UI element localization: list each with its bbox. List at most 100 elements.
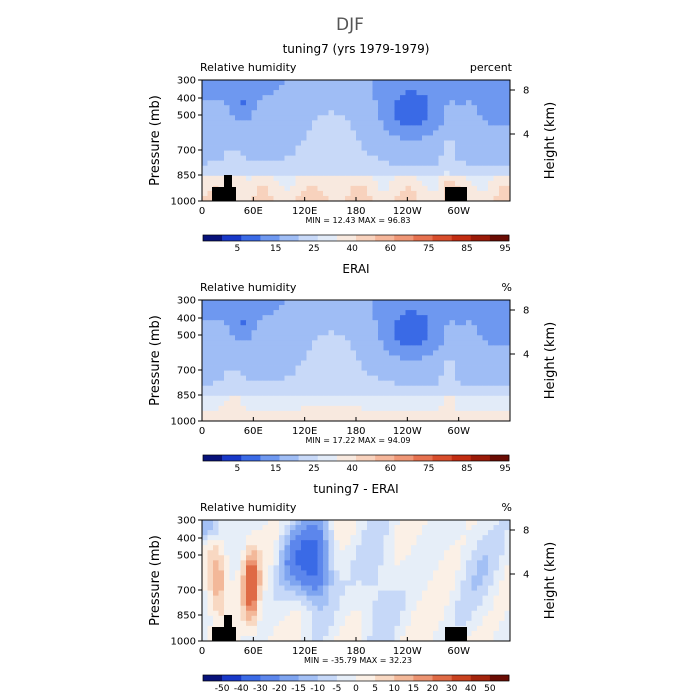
heatmap-cell: [268, 120, 274, 126]
heatmap-cell: [422, 175, 428, 182]
x-tick-label: 120W: [393, 426, 422, 437]
heatmap-cell: [290, 635, 296, 642]
heatmap-cell: [328, 150, 335, 157]
heatmap-cell: [493, 570, 500, 576]
heatmap-cell: [361, 335, 368, 341]
colorbar-swatch: [470, 455, 491, 461]
heatmap-cell: [323, 170, 329, 177]
heatmap-cell: [284, 635, 291, 642]
heatmap-cell: [213, 565, 219, 571]
heatmap-cell: [499, 190, 505, 197]
heatmap-cell: [438, 555, 445, 561]
heatmap-cell: [400, 325, 406, 331]
heatmap-cell: [394, 345, 401, 351]
heatmap-cell: [488, 335, 494, 341]
heatmap-cell: [251, 130, 258, 136]
heatmap-cell: [328, 390, 335, 397]
heatmap-cell: [246, 350, 252, 356]
heatmap-cell: [312, 605, 318, 612]
colorbar-swatch: [356, 675, 376, 681]
heatmap-cell: [213, 330, 219, 336]
heatmap-cell: [202, 310, 208, 316]
heatmap-cell: [422, 350, 428, 356]
colorbar-label: -20: [272, 684, 287, 694]
heatmap-cell: [317, 140, 324, 146]
colorbar-swatch: [279, 235, 299, 241]
heatmap-cell: [372, 350, 379, 356]
heatmap-cell: [257, 185, 263, 192]
heatmap-cell: [328, 335, 335, 341]
heatmap-cell: [499, 605, 505, 612]
heatmap-cell: [262, 105, 269, 111]
heatmap-cell: [312, 195, 318, 202]
heatmap-cell: [416, 350, 423, 356]
colorbar-swatch: [413, 455, 433, 461]
heatmap-cell: [235, 385, 241, 392]
heatmap-cell: [323, 190, 329, 197]
heatmap-cell: [427, 310, 434, 316]
heatmap-cell: [240, 545, 247, 551]
heatmap-cell: [427, 360, 434, 366]
heatmap-cell: [323, 340, 329, 346]
heatmap-cell: [317, 115, 324, 121]
heatmap-cell: [455, 330, 461, 336]
heatmap-cell: [356, 630, 362, 637]
heatmap-cell: [345, 360, 351, 366]
heatmap-cell: [262, 120, 269, 126]
heatmap-cell: [433, 400, 439, 407]
heatmap-cell: [218, 545, 225, 551]
heatmap-cell: [295, 570, 302, 576]
heatmap-cell: [383, 170, 390, 177]
heatmap-cell: [471, 170, 478, 177]
heatmap-cell: [284, 350, 291, 356]
heatmap-cell: [356, 380, 362, 387]
heatmap-cell: [328, 345, 335, 351]
heatmap-cell: [477, 410, 483, 417]
heatmap-cell: [257, 530, 263, 536]
heatmap-cell: [372, 530, 379, 536]
heatmap-cell: [405, 590, 412, 597]
heatmap-cell: [493, 120, 500, 126]
y-tick-label: 300: [177, 516, 196, 527]
heatmap-cell: [389, 120, 395, 126]
heatmap-cell: [493, 160, 500, 167]
heatmap-cell: [378, 390, 384, 397]
heatmap-cell: [328, 375, 335, 382]
heatmap-cell: [350, 400, 357, 407]
heatmap-cell: [229, 140, 236, 146]
heatmap-cell: [488, 380, 494, 387]
heatmap-cell: [328, 385, 335, 392]
heatmap-cell: [433, 585, 439, 591]
heatmap-cell: [257, 375, 263, 382]
heatmap-cell: [251, 525, 258, 531]
heatmap-cell: [339, 105, 346, 111]
heatmap-cell: [389, 95, 395, 101]
heatmap-cell: [499, 115, 505, 121]
colorbar-swatch: [260, 455, 280, 461]
heatmap-cell: [422, 110, 428, 116]
heatmap-cell: [257, 610, 263, 617]
heatmap-cell: [389, 375, 395, 382]
heatmap-cell: [312, 345, 318, 351]
heatmap-cell: [213, 120, 219, 126]
heatmap-cell: [240, 340, 247, 346]
heatmap-cell: [207, 155, 214, 162]
heatmap-cell: [499, 410, 505, 417]
heatmap-cell: [284, 155, 291, 162]
heatmap-cell: [317, 150, 324, 157]
heatmap-cell: [273, 620, 280, 627]
heatmap-cell: [334, 530, 340, 536]
heatmap-cell: [356, 620, 362, 627]
heatmap-cell: [235, 370, 241, 377]
heatmap-cell: [356, 370, 362, 377]
heatmap-cell: [477, 355, 483, 361]
heatmap-cell: [416, 130, 423, 136]
heatmap-cell: [317, 330, 324, 336]
heatmap-cell: [350, 175, 357, 182]
heatmap-cell: [444, 160, 450, 167]
heatmap-cell: [422, 325, 428, 331]
heatmap-cell: [301, 595, 307, 602]
heatmap-cell: [383, 155, 390, 162]
heatmap-cell: [356, 415, 362, 422]
heatmap-cell: [438, 520, 445, 526]
